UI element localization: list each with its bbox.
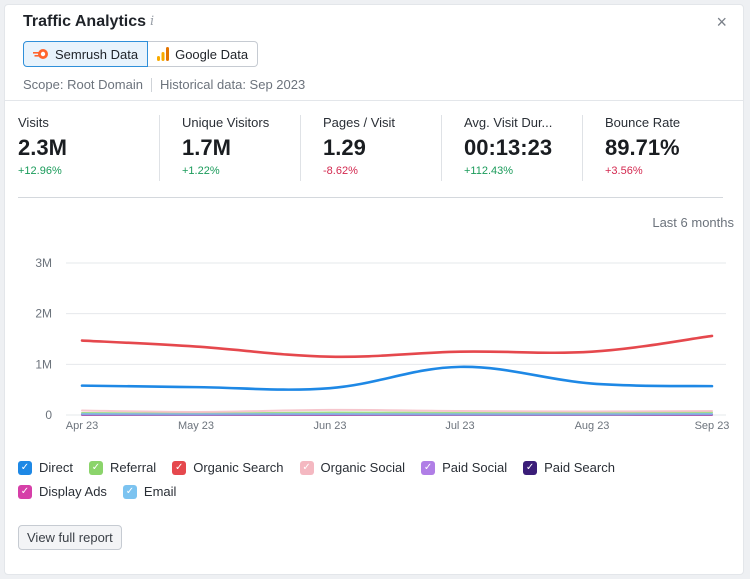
metric-change: +112.43% [464, 165, 514, 177]
metrics-divider [18, 197, 723, 198]
metric-bounce-rate[interactable]: Bounce Rate 89.71% +3.56% [582, 115, 723, 185]
legend-label: Email [143, 484, 177, 499]
legend-item-paid-search[interactable]: ✓ Paid Search [523, 460, 615, 475]
legend-label: Paid Search [544, 460, 615, 475]
legend-label: Organic Social [320, 460, 406, 475]
legend-item-paid-social[interactable]: ✓ Paid Social [421, 460, 507, 475]
checkbox-checked-icon[interactable]: ✓ [18, 460, 32, 475]
legend-item-organic-social[interactable]: ✓ Organic Social [299, 460, 406, 475]
metric-change: +3.56% [605, 165, 643, 177]
metrics-row: Visits 2.3M +12.96% Unique Visitors 1.7M… [18, 115, 723, 185]
x-tick-label: Aug 23 [575, 420, 610, 432]
metric-visits[interactable]: Visits 2.3M +12.96% [18, 115, 159, 185]
legend-label: Referral [109, 460, 157, 475]
metric-label: Visits [18, 115, 49, 130]
x-tick-label: May 23 [178, 420, 214, 432]
semrush-logo-icon [33, 49, 48, 59]
checkbox-checked-icon[interactable]: ✓ [421, 460, 436, 475]
metric-value: 00:13:23 [464, 135, 553, 160]
metric-value: 2.3M [18, 135, 67, 160]
metric-change: +12.96% [18, 165, 62, 177]
legend-label: Display Ads [39, 484, 107, 499]
y-tick-label: 2M [35, 307, 52, 321]
checkbox-checked-icon[interactable]: ✓ [299, 460, 314, 475]
checkbox-checked-icon[interactable]: ✓ [523, 460, 538, 475]
legend-item-email[interactable]: ✓ Email [122, 484, 177, 499]
metric-value: 1.7M [182, 135, 231, 160]
series-line-organic-search [80, 334, 714, 359]
scope-divider [150, 77, 152, 92]
view-full-report-button[interactable]: View full report [18, 525, 122, 550]
checkbox-checked-icon[interactable]: ✓ [88, 460, 103, 475]
metric-label: Avg. Visit Dur... [464, 115, 553, 130]
y-tick-label: 1M [35, 357, 52, 371]
checkbox-checked-icon[interactable]: ✓ [18, 484, 32, 499]
y-tick-label: 0 [45, 408, 52, 422]
metric-value: 89.71% [605, 135, 680, 160]
metric-label: Pages / Visit [323, 115, 396, 130]
historical-data-text: Historical data: Sep 2023 [159, 77, 306, 92]
semrush-data-button[interactable]: Semrush Data [23, 41, 149, 67]
checkbox-checked-icon[interactable]: ✓ [122, 484, 137, 499]
x-tick-label: Jun 23 [313, 420, 346, 432]
header-divider [5, 100, 743, 101]
checkbox-checked-icon[interactable]: ✓ [172, 460, 187, 475]
legend-item-organic-search[interactable]: ✓ Organic Search [172, 460, 284, 475]
semrush-data-label: Semrush Data [55, 46, 139, 62]
metric-label: Bounce Rate [605, 115, 681, 130]
traffic-analytics-card: Traffic Analytics i × Semrush Data Googl… [4, 4, 744, 575]
legend-row: ✓ Display Ads ✓ Email [18, 484, 718, 499]
metric-label: Unique Visitors [182, 115, 270, 130]
legend-item-direct[interactable]: ✓ Direct [18, 460, 73, 475]
google-data-label: Google Data [175, 46, 249, 62]
channel-legend: ✓ Direct ✓ Referral ✓ Organic Search ✓ Organic … [18, 460, 718, 508]
close-icon[interactable]: × [716, 12, 727, 32]
x-tick-label: Apr 23 [66, 420, 98, 432]
series-line-direct [80, 365, 714, 391]
metric-change: +1.22% [182, 165, 220, 177]
traffic-trend-chart[interactable]: 3M 2M 1M 0 Apr 23 May 23 Jun 23 Jul 23 Aug 23 Sep… [0, 245, 750, 440]
legend-item-referral[interactable]: ✓ Referral [88, 460, 157, 475]
metric-value: 1.29 [323, 135, 366, 160]
widget-title: Traffic Analytics [23, 13, 147, 30]
info-icon[interactable]: i [150, 14, 155, 29]
metric-change: -8.62% [323, 165, 358, 177]
x-tick-label: Sep 23 [695, 420, 730, 432]
x-tick-label: Jul 23 [445, 420, 474, 432]
metric-pages-per-visit[interactable]: Pages / Visit 1.29 -8.62% [300, 115, 441, 185]
legend-item-display-ads[interactable]: ✓ Display Ads [18, 484, 107, 499]
metric-unique-visitors[interactable]: Unique Visitors 1.7M +1.22% [159, 115, 300, 185]
scope-line: Scope: Root Domain Historical data: Sep … [23, 77, 305, 92]
data-source-toggle: Semrush Data Google Data [23, 41, 259, 67]
legend-label: Direct [39, 460, 73, 475]
y-tick-label: 3M [35, 256, 52, 270]
scope-text: Scope: Root Domain [23, 77, 143, 92]
legend-label: Paid Social [442, 460, 508, 475]
google-analytics-icon [157, 47, 170, 61]
legend-label: Organic Search [193, 460, 284, 475]
metric-avg-visit-duration[interactable]: Avg. Visit Dur... 00:13:23 +112.43% [441, 115, 582, 185]
series-line-organic-social [81, 408, 713, 413]
period-label[interactable]: Last 6 months [652, 215, 734, 230]
legend-row: ✓ Direct ✓ Referral ✓ Organic Search ✓ Organic … [18, 460, 718, 475]
google-data-button[interactable]: Google Data [148, 41, 259, 67]
